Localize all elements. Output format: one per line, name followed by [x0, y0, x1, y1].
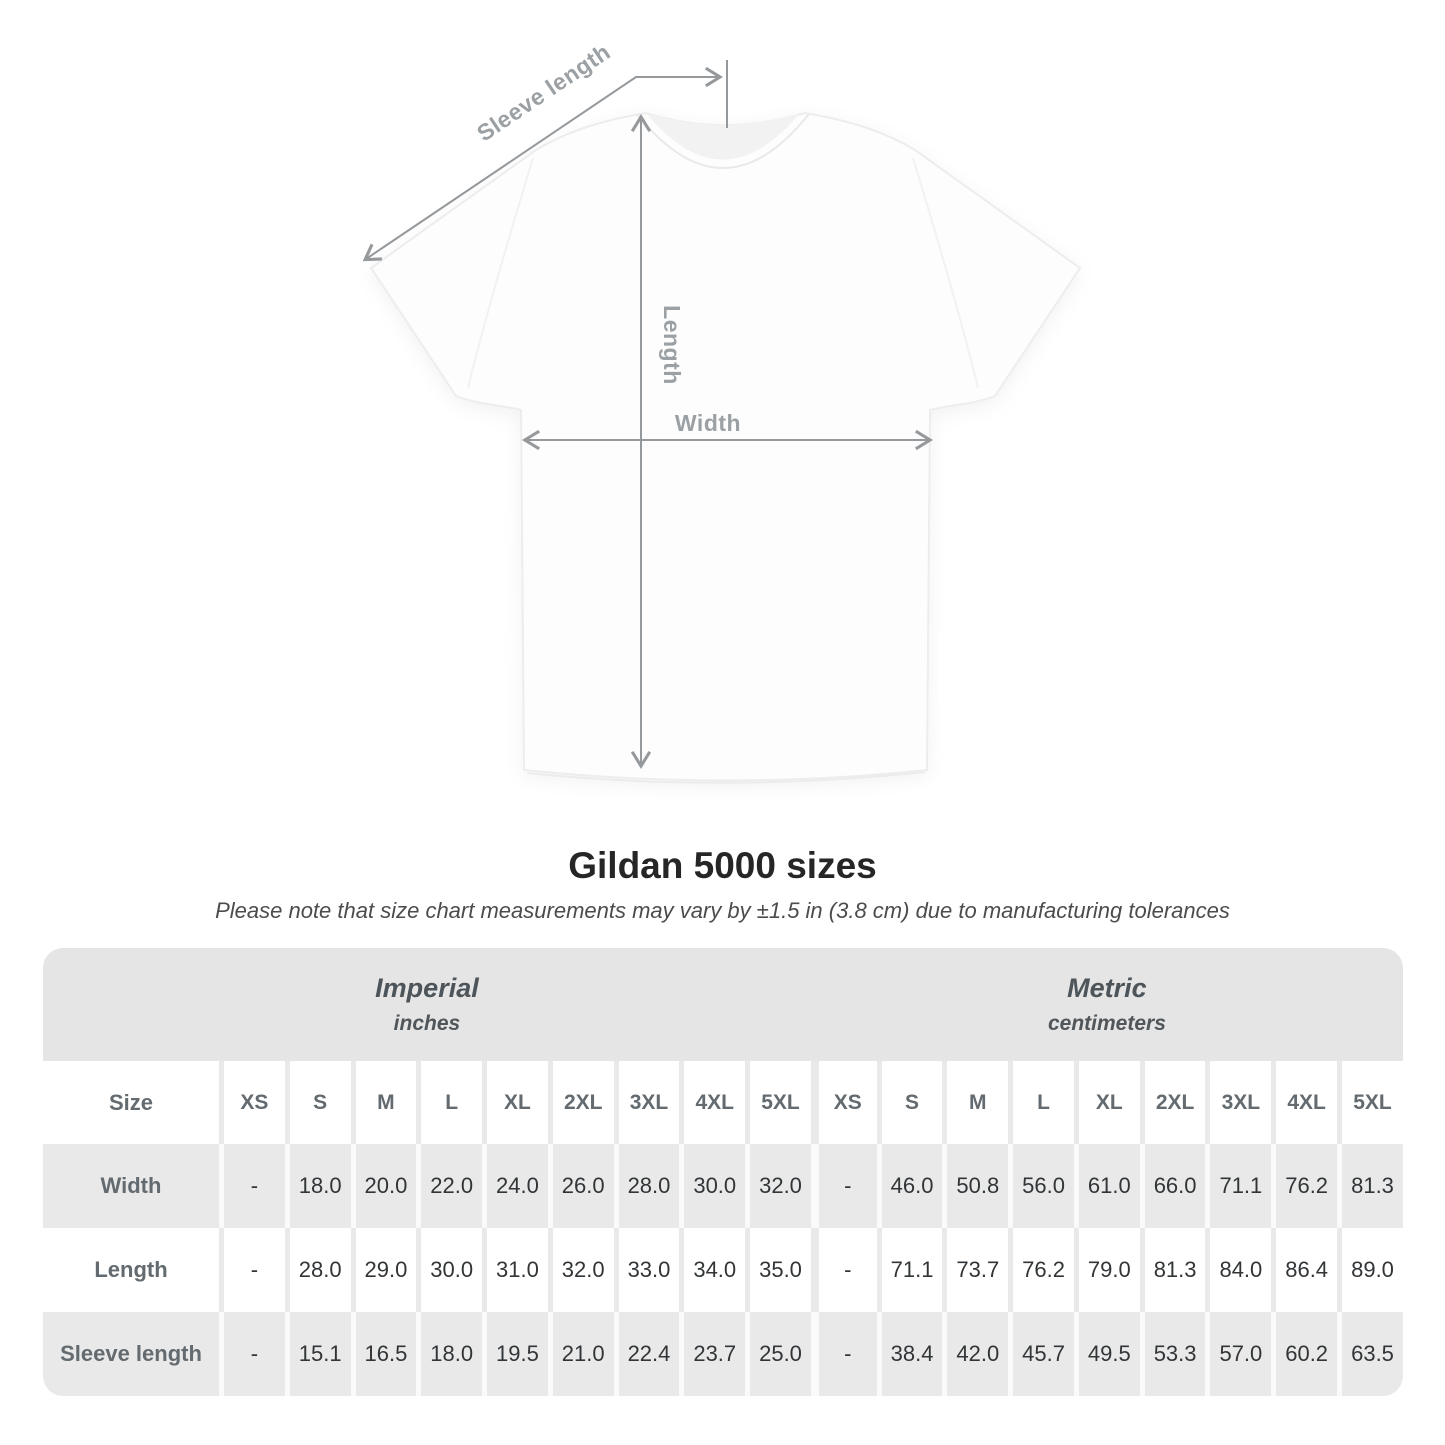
cell-metric-xs: -: [810, 1228, 877, 1312]
cell-metric-l: 45.7: [1008, 1312, 1074, 1396]
cell-imperial-4xl: 30.0: [679, 1144, 746, 1228]
tshirt-illustration: [369, 111, 1082, 784]
col-header-metric-2xl: 2XL: [1139, 1061, 1206, 1144]
col-header-imperial-2xl: 2XL: [547, 1061, 614, 1144]
cell-imperial-2xl: 26.0: [547, 1144, 614, 1228]
cell-imperial-3xl: 28.0: [613, 1144, 680, 1228]
col-header-metric-5xl: 5XL: [1337, 1061, 1403, 1144]
cell-imperial-2xl: 21.0: [547, 1312, 614, 1396]
metric-band: Metric centimeters: [810, 948, 1403, 1061]
cell-metric-2xl: 81.3: [1139, 1228, 1206, 1312]
row-label: Width: [43, 1144, 219, 1228]
imperial-unit-label: inches: [393, 1012, 461, 1035]
cell-metric-xs: -: [810, 1312, 877, 1396]
cell-metric-m: 73.7: [942, 1228, 1009, 1312]
measurement-row-sleeve-length: Sleeve length -15.1 16.5 18.0 19.5 21.0 22.4 23…: [43, 1312, 1403, 1396]
cell-imperial-s: 18.0: [284, 1144, 351, 1228]
cell-imperial-s: 28.0: [284, 1228, 351, 1312]
cell-imperial-5xl: 25.0: [745, 1312, 811, 1396]
imperial-band: Imperial inches: [43, 948, 811, 1061]
cell-metric-3xl: 84.0: [1205, 1228, 1272, 1312]
col-header-metric-xs: XS: [810, 1061, 877, 1144]
size-header-row: Size XS S M L XL 2XL 3XL 4XL 5XL XS S M L XL 2XL 3XL 4XL 5…: [43, 1061, 1403, 1144]
cell-metric-4xl: 60.2: [1271, 1312, 1338, 1396]
cell-metric-xl: 49.5: [1073, 1312, 1140, 1396]
cell-imperial-3xl: 22.4: [613, 1312, 680, 1396]
cell-imperial-m: 20.0: [350, 1144, 417, 1228]
cell-metric-5xl: 89.0: [1337, 1228, 1403, 1312]
size-column-header: Size: [43, 1061, 219, 1144]
col-header-imperial-m: M: [350, 1061, 417, 1144]
cell-metric-m: 42.0: [942, 1312, 1009, 1396]
col-header-metric-4xl: 4XL: [1271, 1061, 1338, 1144]
cell-imperial-l: 22.0: [416, 1144, 483, 1228]
cell-metric-s: 46.0: [876, 1144, 943, 1228]
col-header-metric-m: M: [942, 1061, 1009, 1144]
length-label: Length: [659, 305, 685, 385]
cell-metric-3xl: 57.0: [1205, 1312, 1272, 1396]
cell-imperial-s: 15.1: [284, 1312, 351, 1396]
cell-metric-4xl: 76.2: [1271, 1144, 1338, 1228]
cell-metric-s: 38.4: [876, 1312, 943, 1396]
sleeve-length-arrow: [362, 66, 724, 262]
cell-metric-m: 50.8: [942, 1144, 1009, 1228]
cell-metric-xl: 79.0: [1073, 1228, 1140, 1312]
metric-label: Metric: [1067, 973, 1147, 1003]
col-header-imperial-xl: XL: [482, 1061, 548, 1144]
cell-imperial-4xl: 23.7: [679, 1312, 746, 1396]
cell-imperial-xs: -: [219, 1228, 285, 1312]
size-table: Imperial inches Metric centimeters Size X…: [43, 948, 1403, 1396]
cell-imperial-xs: -: [219, 1312, 285, 1396]
cell-imperial-xl: 31.0: [482, 1228, 548, 1312]
metric-unit-label: centimeters: [1048, 1012, 1166, 1035]
row-label: Length: [43, 1228, 219, 1312]
imperial-label: Imperial: [375, 973, 479, 1003]
page-title: Gildan 5000 sizes: [568, 845, 877, 886]
cell-imperial-4xl: 34.0: [679, 1228, 746, 1312]
tshirt-diagram-svg: Sleeve length Length Width: [362, 38, 1082, 784]
col-header-imperial-3xl: 3XL: [613, 1061, 680, 1144]
cell-imperial-l: 30.0: [416, 1228, 483, 1312]
cell-metric-4xl: 86.4: [1271, 1228, 1338, 1312]
cell-metric-2xl: 53.3: [1139, 1312, 1206, 1396]
cell-imperial-m: 29.0: [350, 1228, 417, 1312]
col-header-imperial-5xl: 5XL: [745, 1061, 811, 1144]
cell-imperial-5xl: 35.0: [745, 1228, 811, 1312]
col-header-metric-l: L: [1008, 1061, 1074, 1144]
cell-imperial-5xl: 32.0: [745, 1144, 811, 1228]
cell-imperial-xl: 24.0: [482, 1144, 548, 1228]
measurement-row-width: Width -18.0 20.0 22.0 24.0 26.0 28.0 30.0 32.0-4…: [43, 1144, 1403, 1228]
col-header-metric-3xl: 3XL: [1205, 1061, 1272, 1144]
cell-metric-l: 56.0: [1008, 1144, 1074, 1228]
cell-metric-xs: -: [810, 1144, 877, 1228]
cell-metric-3xl: 71.1: [1205, 1144, 1272, 1228]
cell-imperial-2xl: 32.0: [547, 1228, 614, 1312]
col-header-imperial-4xl: 4XL: [679, 1061, 746, 1144]
row-label: Sleeve length: [43, 1312, 219, 1396]
cell-imperial-m: 16.5: [350, 1312, 417, 1396]
measurement-arrows: [362, 60, 934, 770]
cell-imperial-l: 18.0: [416, 1312, 483, 1396]
cell-metric-5xl: 63.5: [1337, 1312, 1403, 1396]
cell-imperial-xl: 19.5: [482, 1312, 548, 1396]
cell-metric-2xl: 66.0: [1139, 1144, 1206, 1228]
cell-metric-s: 71.1: [876, 1228, 943, 1312]
col-header-metric-xl: XL: [1073, 1061, 1140, 1144]
tolerance-note: Please note that size chart measurements…: [215, 898, 1230, 923]
cell-imperial-xs: -: [219, 1144, 285, 1228]
units-band-row: Imperial inches Metric centimeters: [43, 948, 1403, 1061]
cell-metric-l: 76.2: [1008, 1228, 1074, 1312]
cell-metric-xl: 61.0: [1073, 1144, 1140, 1228]
width-label: Width: [675, 410, 741, 436]
col-header-imperial-s: S: [284, 1061, 351, 1144]
measurement-row-length: Length -28.0 29.0 30.0 31.0 32.0 33.0 34.0 35.0-…: [43, 1228, 1403, 1312]
col-header-imperial-l: L: [416, 1061, 483, 1144]
col-header-imperial-xs: XS: [219, 1061, 285, 1144]
col-header-metric-s: S: [876, 1061, 943, 1144]
tshirt-measurement-diagram: Sleeve length Length Width: [362, 38, 1082, 784]
cell-metric-5xl: 81.3: [1337, 1144, 1403, 1228]
cell-imperial-3xl: 33.0: [613, 1228, 680, 1312]
size-table-container: Imperial inches Metric centimeters Size X…: [43, 948, 1403, 1396]
